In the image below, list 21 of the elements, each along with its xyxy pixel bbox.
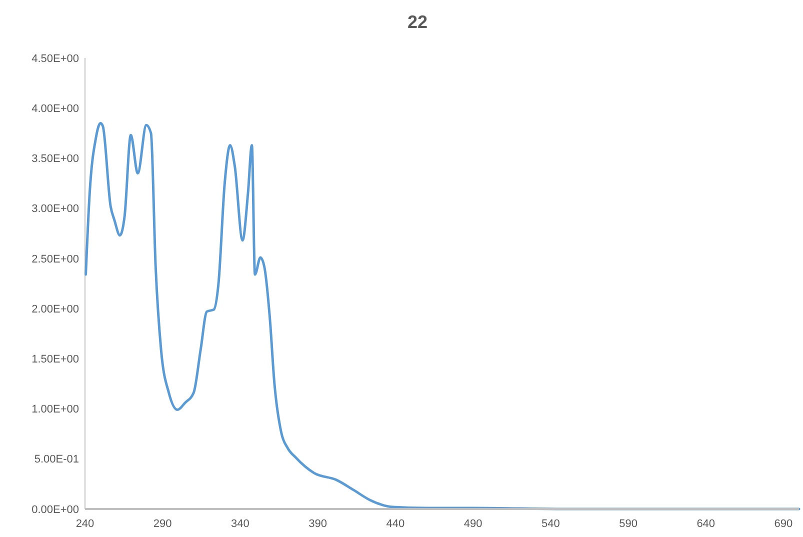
x-tick-label: 290 <box>153 518 172 530</box>
x-tick-label: 540 <box>541 518 560 530</box>
y-tick-label: 4.00E+00 <box>32 102 79 115</box>
y-tick-label: 3.50E+00 <box>32 153 79 166</box>
x-tick-label: 340 <box>231 518 250 530</box>
y-tick-label: 5.00E-01 <box>34 454 79 466</box>
y-tick-label: 4.50E+00 <box>32 52 79 65</box>
y-tick-label: 1.50E+00 <box>32 354 79 366</box>
y-tick-label: 1.00E+00 <box>32 404 79 416</box>
x-tick-label: 490 <box>464 518 482 530</box>
y-tick-label: 2.00E+00 <box>32 303 79 316</box>
x-tick-label: 390 <box>308 518 328 530</box>
x-tick-label: 690 <box>774 518 793 530</box>
y-tick-label: 2.50E+00 <box>32 253 79 266</box>
y-tick-label: 0.00E+00 <box>32 504 79 516</box>
x-tick-label: 640 <box>696 518 716 530</box>
chart-title: 22 <box>407 12 428 32</box>
y-tick-label: 3.00E+00 <box>32 203 79 216</box>
x-tick-label: 440 <box>386 518 405 530</box>
x-tick-label: 590 <box>619 518 638 530</box>
x-tick-label: 240 <box>76 518 94 530</box>
